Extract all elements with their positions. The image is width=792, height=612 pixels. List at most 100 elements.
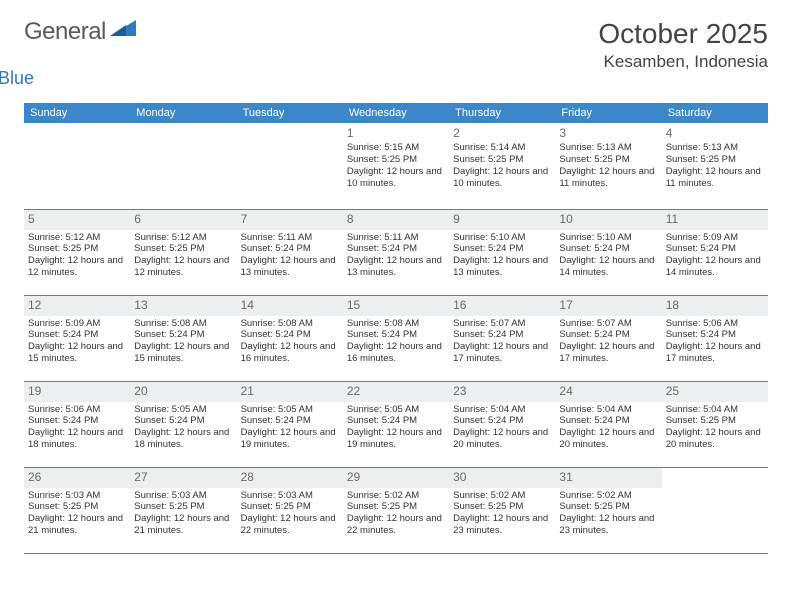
day-info: Sunrise: 5:15 AMSunset: 5:25 PMDaylight:…: [347, 142, 445, 190]
sunset-text: Sunset: 5:25 PM: [347, 501, 445, 513]
day-info: Sunrise: 5:07 AMSunset: 5:24 PMDaylight:…: [559, 318, 657, 366]
sunrise-text: Sunrise: 5:08 AM: [241, 318, 339, 330]
daylight-text: Daylight: 12 hours and 22 minutes.: [347, 513, 445, 537]
daynum-wrap: 21: [237, 382, 343, 402]
sunrise-text: Sunrise: 5:14 AM: [453, 142, 551, 154]
sunset-text: Sunset: 5:24 PM: [559, 329, 657, 341]
calendar-day-cell: 2Sunrise: 5:14 AMSunset: 5:25 PMDaylight…: [449, 123, 555, 209]
logo-wrap: General Blue: [24, 18, 136, 89]
daylight-text: Daylight: 12 hours and 15 minutes.: [134, 341, 232, 365]
day-info: Sunrise: 5:11 AMSunset: 5:24 PMDaylight:…: [241, 232, 339, 280]
sunset-text: Sunset: 5:24 PM: [241, 329, 339, 341]
sunset-text: Sunset: 5:24 PM: [241, 415, 339, 427]
daylight-text: Daylight: 12 hours and 15 minutes.: [28, 341, 126, 365]
calendar-day-cell: 31Sunrise: 5:02 AMSunset: 5:25 PMDayligh…: [555, 467, 661, 553]
day-info: Sunrise: 5:06 AMSunset: 5:24 PMDaylight:…: [666, 318, 764, 366]
daynum-wrap: 5: [24, 210, 130, 230]
logo-word1: General: [24, 18, 106, 45]
sunset-text: Sunset: 5:24 PM: [453, 415, 551, 427]
calendar-day-cell: [662, 467, 768, 553]
calendar-day-cell: 3Sunrise: 5:13 AMSunset: 5:25 PMDaylight…: [555, 123, 661, 209]
day-number: 13: [134, 298, 232, 312]
calendar-day-cell: 13 Sunrise: 5:08 AMSunset: 5:24 PMDayligh…: [130, 295, 236, 381]
daylight-text: Daylight: 12 hours and 10 minutes.: [453, 166, 551, 190]
day-info: Sunrise: 5:09 AMSunset: 5:24 PMDaylight:…: [666, 232, 764, 280]
logo-word2: Blue: [0, 68, 136, 89]
sunset-text: Sunset: 5:24 PM: [28, 329, 126, 341]
sunrise-text: Sunrise: 5:15 AM: [347, 142, 445, 154]
sunset-text: Sunset: 5:24 PM: [559, 243, 657, 255]
calendar-week-row: 12Sunrise: 5:09 AMSunset: 5:24 PMDayligh…: [24, 295, 768, 381]
daylight-text: Daylight: 12 hours and 19 minutes.: [347, 427, 445, 451]
daylight-text: Daylight: 12 hours and 14 minutes.: [666, 255, 764, 279]
daynum-wrap: 18: [662, 296, 768, 316]
calendar-day-cell: 5Sunrise: 5:12 AMSunset: 5:25 PMDaylight…: [24, 209, 130, 295]
calendar-day-cell: 16 Sunrise: 5:07 AMSunset: 5:24 PMDayligh…: [449, 295, 555, 381]
sunrise-text: Sunrise: 5:12 AM: [28, 232, 126, 244]
calendar-day-cell: 22Sunrise: 5:05 AMSunset: 5:24 PMDayligh…: [343, 381, 449, 467]
day-info: Sunrise: 5:03 AMSunset: 5:25 PMDaylight:…: [28, 490, 126, 538]
page-title: October 2025: [598, 18, 768, 50]
day-number: 6: [134, 212, 232, 226]
daylight-text: Daylight: 12 hours and 16 minutes.: [241, 341, 339, 365]
day-header: Monday: [130, 103, 236, 123]
sunrise-text: Sunrise: 5:05 AM: [347, 404, 445, 416]
sunset-text: Sunset: 5:25 PM: [28, 501, 126, 513]
calendar-week-row: 1Sunrise: 5:15 AMSunset: 5:25 PMDaylight…: [24, 123, 768, 209]
daylight-text: Daylight: 12 hours and 11 minutes.: [559, 166, 657, 190]
sunset-text: Sunset: 5:25 PM: [134, 243, 232, 255]
sunrise-text: Sunrise: 5:04 AM: [453, 404, 551, 416]
day-info: Sunrise: 5:12 AMSunset: 5:25 PMDaylight:…: [28, 232, 126, 280]
sunset-text: Sunset: 5:25 PM: [666, 154, 764, 166]
sunset-text: Sunset: 5:24 PM: [347, 329, 445, 341]
sunset-text: Sunset: 5:24 PM: [347, 243, 445, 255]
daylight-text: Daylight: 12 hours and 12 minutes.: [28, 255, 126, 279]
sunset-text: Sunset: 5:24 PM: [28, 415, 126, 427]
calendar-table: SundayMondayTuesdayWednesdayThursdayFrid…: [24, 103, 768, 554]
day-info: Sunrise: 5:04 AMSunset: 5:25 PMDaylight:…: [666, 404, 764, 452]
calendar-day-cell: 15Sunrise: 5:08 AMSunset: 5:24 PMDayligh…: [343, 295, 449, 381]
daylight-text: Daylight: 12 hours and 20 minutes.: [666, 427, 764, 451]
day-number: 9: [453, 212, 551, 226]
sunrise-text: Sunrise: 5:02 AM: [559, 490, 657, 502]
calendar-day-cell: 28 Sunrise: 5:03 AMSunset: 5:25 PMDayligh…: [237, 467, 343, 553]
day-number: 16: [453, 298, 551, 312]
daylight-text: Daylight: 12 hours and 17 minutes.: [453, 341, 551, 365]
day-number: 19: [28, 384, 126, 398]
calendar-day-cell: [237, 123, 343, 209]
daynum-wrap: 20: [130, 382, 236, 402]
sunrise-text: Sunrise: 5:02 AM: [453, 490, 551, 502]
sunset-text: Sunset: 5:24 PM: [559, 415, 657, 427]
day-number: 28: [241, 470, 339, 484]
sunset-text: Sunset: 5:24 PM: [134, 415, 232, 427]
sunrise-text: Sunrise: 5:11 AM: [241, 232, 339, 244]
day-number: 4: [666, 126, 764, 140]
daynum-wrap: 24: [555, 382, 661, 402]
day-header: Tuesday: [237, 103, 343, 123]
daynum-wrap: 16: [449, 296, 555, 316]
daylight-text: Daylight: 12 hours and 20 minutes.: [453, 427, 551, 451]
calendar-day-cell: 29Sunrise: 5:02 AMSunset: 5:25 PMDayligh…: [343, 467, 449, 553]
calendar-week-row: 19Sunrise: 5:06 AMSunset: 5:24 PMDayligh…: [24, 381, 768, 467]
sunrise-text: Sunrise: 5:13 AM: [559, 142, 657, 154]
sunrise-text: Sunrise: 5:06 AM: [666, 318, 764, 330]
calendar-day-cell: 19Sunrise: 5:06 AMSunset: 5:24 PMDayligh…: [24, 381, 130, 467]
daynum-wrap: 6: [130, 210, 236, 230]
daylight-text: Daylight: 12 hours and 19 minutes.: [241, 427, 339, 451]
sunrise-text: Sunrise: 5:10 AM: [559, 232, 657, 244]
day-info: Sunrise: 5:07 AMSunset: 5:24 PMDaylight:…: [453, 318, 551, 366]
day-info: Sunrise: 5:03 AMSunset: 5:25 PMDaylight:…: [241, 490, 339, 538]
day-number: 22: [347, 384, 445, 398]
daynum-wrap: 15: [343, 296, 449, 316]
sunset-text: Sunset: 5:24 PM: [134, 329, 232, 341]
sunrise-text: Sunrise: 5:08 AM: [134, 318, 232, 330]
day-number: 7: [241, 212, 339, 226]
day-number: 25: [666, 384, 764, 398]
daynum-wrap: 29: [343, 468, 449, 488]
calendar-day-cell: [24, 123, 130, 209]
daylight-text: Daylight: 12 hours and 21 minutes.: [134, 513, 232, 537]
calendar-day-cell: 12Sunrise: 5:09 AMSunset: 5:24 PMDayligh…: [24, 295, 130, 381]
daylight-text: Daylight: 12 hours and 17 minutes.: [559, 341, 657, 365]
daynum-wrap: 23: [449, 382, 555, 402]
calendar-day-cell: 14Sunrise: 5:08 AMSunset: 5:24 PMDayligh…: [237, 295, 343, 381]
